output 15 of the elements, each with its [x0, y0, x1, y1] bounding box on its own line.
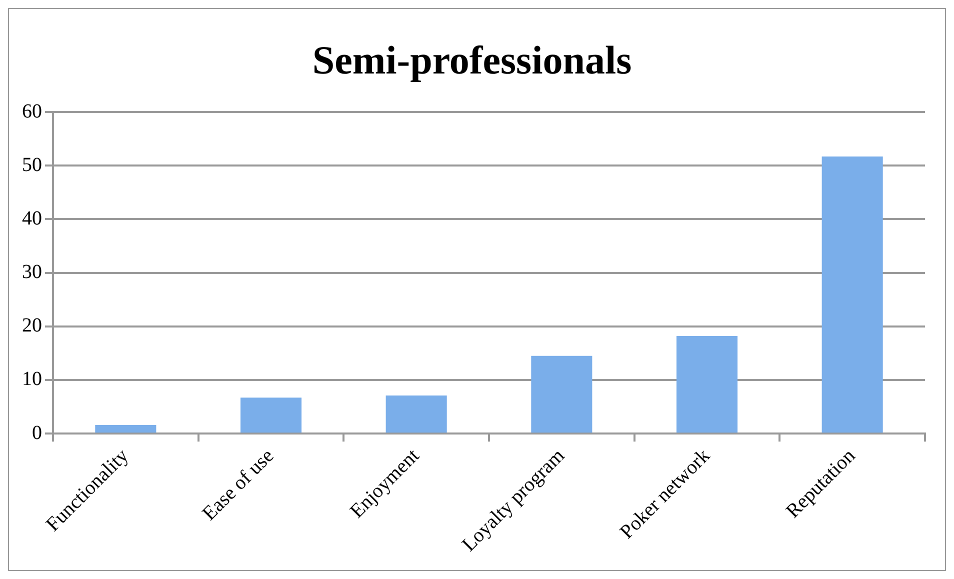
bar — [676, 336, 738, 433]
y-tick-label: 40 — [22, 207, 42, 230]
y-tick-label: 50 — [22, 154, 42, 176]
y-tick-label: 60 — [22, 100, 42, 122]
y-tick-label: 30 — [22, 261, 42, 284]
bar — [386, 396, 447, 433]
y-tick-label: 0 — [32, 422, 42, 444]
chart-title: Semi-professionals — [312, 37, 632, 82]
y-tick-label: 20 — [22, 314, 42, 337]
bar — [240, 398, 302, 433]
bar — [95, 425, 156, 433]
x-tick-label: Ease of use — [198, 444, 278, 525]
bar — [531, 356, 592, 433]
bar — [822, 156, 883, 433]
y-tick-label: 10 — [22, 368, 42, 390]
